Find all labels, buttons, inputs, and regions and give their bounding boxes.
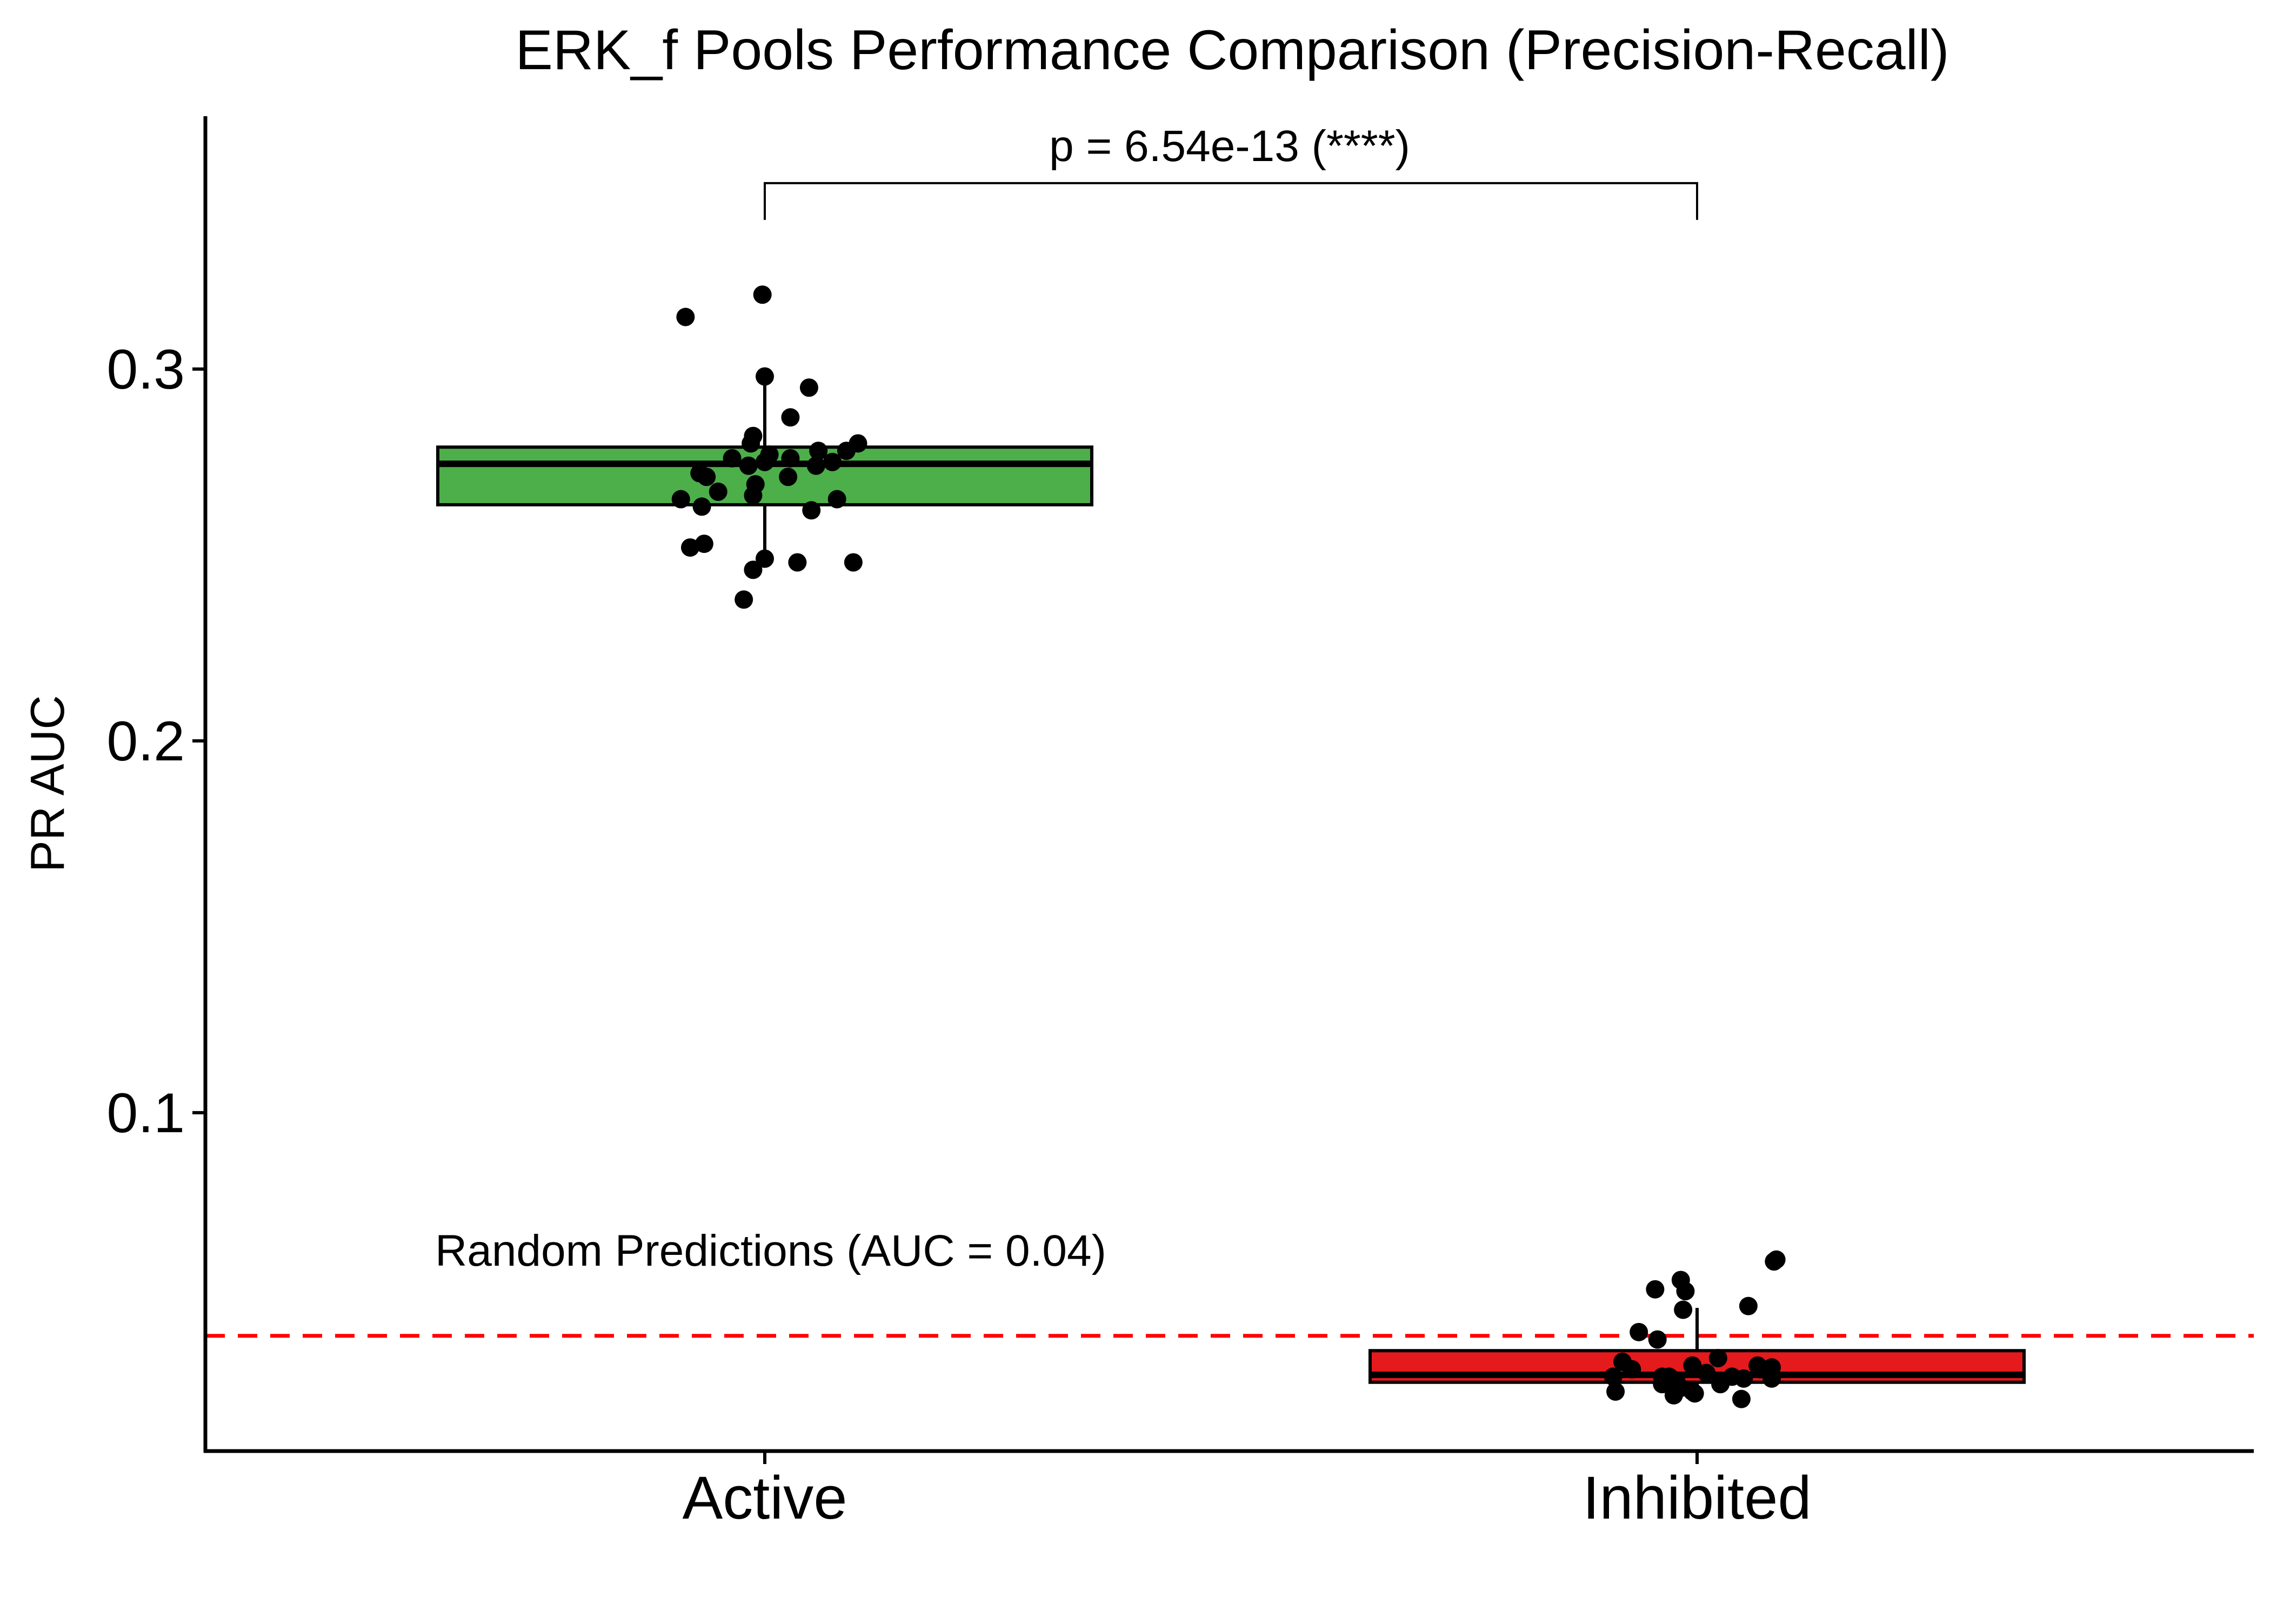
box-group-inhibited [1368, 1250, 2026, 1408]
data-point [837, 442, 856, 460]
y-tick-label: 0.1 [106, 1082, 185, 1145]
data-point [676, 308, 695, 326]
data-point [779, 467, 798, 486]
data-point [827, 490, 846, 509]
data-point [799, 378, 818, 397]
y-tick-label: 0.3 [106, 338, 185, 401]
data-point [756, 452, 774, 471]
data-point [753, 285, 772, 304]
data-point [1676, 1282, 1695, 1301]
data-point [744, 486, 763, 505]
data-point [1732, 1389, 1751, 1408]
data-point [671, 490, 690, 509]
box-group-active [436, 285, 1093, 609]
data-point [1653, 1375, 1672, 1394]
data-point [806, 456, 825, 475]
data-point [1630, 1322, 1648, 1341]
data-point [1674, 1300, 1693, 1319]
data-point [756, 549, 774, 568]
data-point [1708, 1348, 1727, 1367]
data-point [1739, 1296, 1758, 1315]
y-axis-label: PR AUC [21, 695, 74, 872]
data-point [1623, 1360, 1641, 1379]
data-point [735, 590, 753, 609]
data-point [1648, 1330, 1667, 1349]
chart-title: ERK_f Pools Performance Comparison (Prec… [516, 19, 1949, 82]
data-point [695, 534, 713, 553]
data-point [742, 434, 760, 453]
plot-area: 0.1 0.2 0.3 Active Inhibited [106, 116, 2254, 1532]
data-point [781, 408, 800, 427]
significance-bracket [764, 182, 1698, 220]
data-point [723, 449, 742, 467]
data-point [692, 497, 711, 516]
data-point [1646, 1280, 1665, 1299]
data-point [809, 442, 828, 460]
data-point [681, 538, 699, 557]
data-point [844, 553, 863, 572]
p-value-label: p = 6.54e-13 (****) [1049, 122, 1410, 171]
data-point [823, 452, 842, 471]
data-point [756, 367, 774, 386]
data-point [802, 501, 821, 520]
data-point [744, 560, 763, 579]
data-point [1734, 1369, 1753, 1388]
data-point [1711, 1375, 1730, 1394]
data-point [697, 467, 716, 486]
x-tick-label: Inhibited [1583, 1464, 1811, 1532]
random-predictions-label: Random Predictions (AUC = 0.04) [435, 1226, 1106, 1275]
data-point [709, 482, 727, 501]
y-tick-label: 0.2 [106, 710, 185, 773]
data-point [1767, 1250, 1786, 1269]
data-point [788, 553, 807, 572]
data-point [1762, 1369, 1781, 1388]
data-point [781, 449, 800, 467]
data-point [1664, 1386, 1683, 1405]
data-point [1683, 1356, 1702, 1375]
data-point [1697, 1364, 1716, 1382]
data-point [1604, 1367, 1623, 1386]
data-point [1606, 1382, 1625, 1401]
data-point [1685, 1384, 1704, 1403]
data-point [739, 456, 758, 475]
x-tick-label: Active [683, 1464, 847, 1532]
